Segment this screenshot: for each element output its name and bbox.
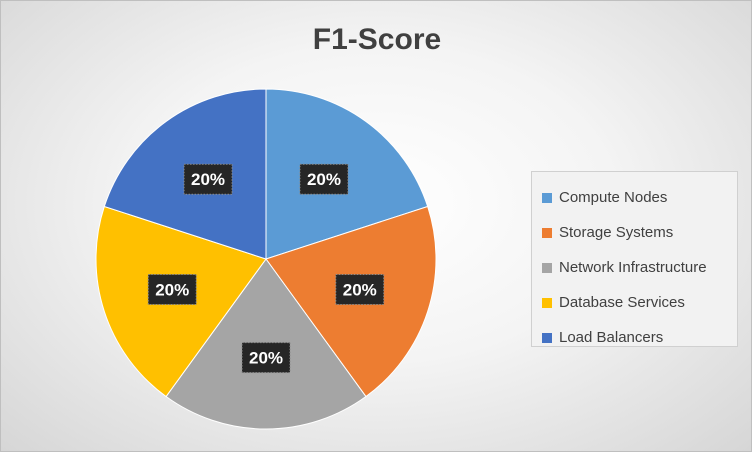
data-label-text: 20% xyxy=(191,170,225,189)
data-label-box xyxy=(335,273,385,305)
data-label-text: 20% xyxy=(343,280,377,299)
data-label-storage-systems: 20% xyxy=(335,273,385,305)
data-label-load-balancers: 20% xyxy=(183,163,233,195)
data-label-box xyxy=(241,342,291,374)
data-label-text: 20% xyxy=(155,280,189,299)
data-label-box xyxy=(183,163,233,195)
legend-item-compute-nodes: Compute Nodes xyxy=(542,180,737,215)
data-label-text: 20% xyxy=(307,170,341,189)
data-label-box xyxy=(147,273,197,305)
legend-swatch xyxy=(542,227,552,238)
legend-label: Network Infrastructure xyxy=(559,259,707,276)
legend-label: Load Balancers xyxy=(559,329,664,346)
legend-label: Storage Systems xyxy=(559,224,674,241)
legend-item-database-services: Database Services xyxy=(542,285,737,320)
legend-item-network-infrastructure: Network Infrastructure xyxy=(542,250,737,285)
data-label-network-infrastructure: 20% xyxy=(241,342,291,374)
data-label-box xyxy=(299,163,349,195)
data-label-compute-nodes: 20% xyxy=(299,163,349,195)
legend-item-load-balancers: Load Balancers xyxy=(542,320,737,355)
legend-swatch xyxy=(542,297,552,308)
legend-label: Database Services xyxy=(559,294,685,311)
legend-swatch xyxy=(542,332,552,343)
legend-item-storage-systems: Storage Systems xyxy=(542,215,737,250)
data-label-text: 20% xyxy=(249,349,283,368)
data-label-database-services: 20% xyxy=(147,273,197,305)
legend-label: Compute Nodes xyxy=(559,189,668,206)
legend: Compute Nodes Storage Systems Network In… xyxy=(531,171,738,347)
legend-swatch xyxy=(542,262,552,273)
chart-title: F1-Score xyxy=(312,23,442,56)
legend-swatch xyxy=(542,192,552,203)
